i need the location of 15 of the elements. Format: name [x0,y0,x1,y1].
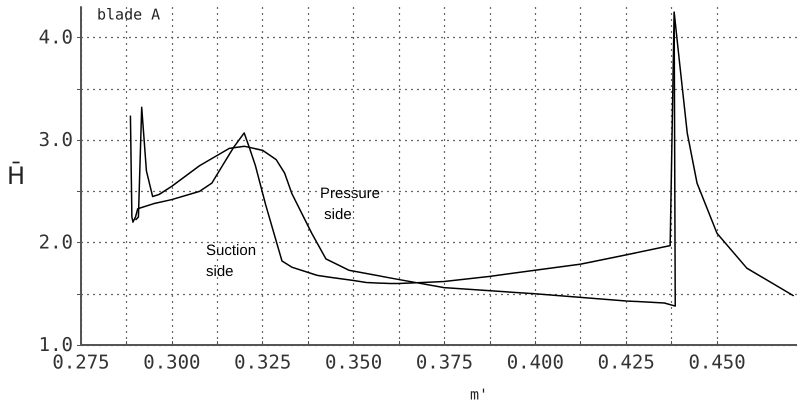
x-tick-label: 0.400 [506,352,564,374]
y-tick-label: 3.0 [38,129,73,152]
x-tick-label: 0.350 [324,352,382,374]
x-axis-title: m' [470,386,488,404]
x-tick-label: 0.300 [143,352,200,374]
x-tick-label: 0.375 [416,352,474,374]
annotation: Suction side [206,242,260,280]
x-tick-label: 0.325 [234,352,292,374]
y-axis-title: H̄ [6,162,25,190]
x-tick-label: 0.425 [598,352,655,374]
y-tick-label: 4.0 [38,26,73,49]
y-tick-label: 2.0 [38,232,73,254]
x-tick-label: 0.450 [688,352,746,374]
chart-title: blade A [97,6,160,24]
annotation: Pressure side [320,185,380,223]
